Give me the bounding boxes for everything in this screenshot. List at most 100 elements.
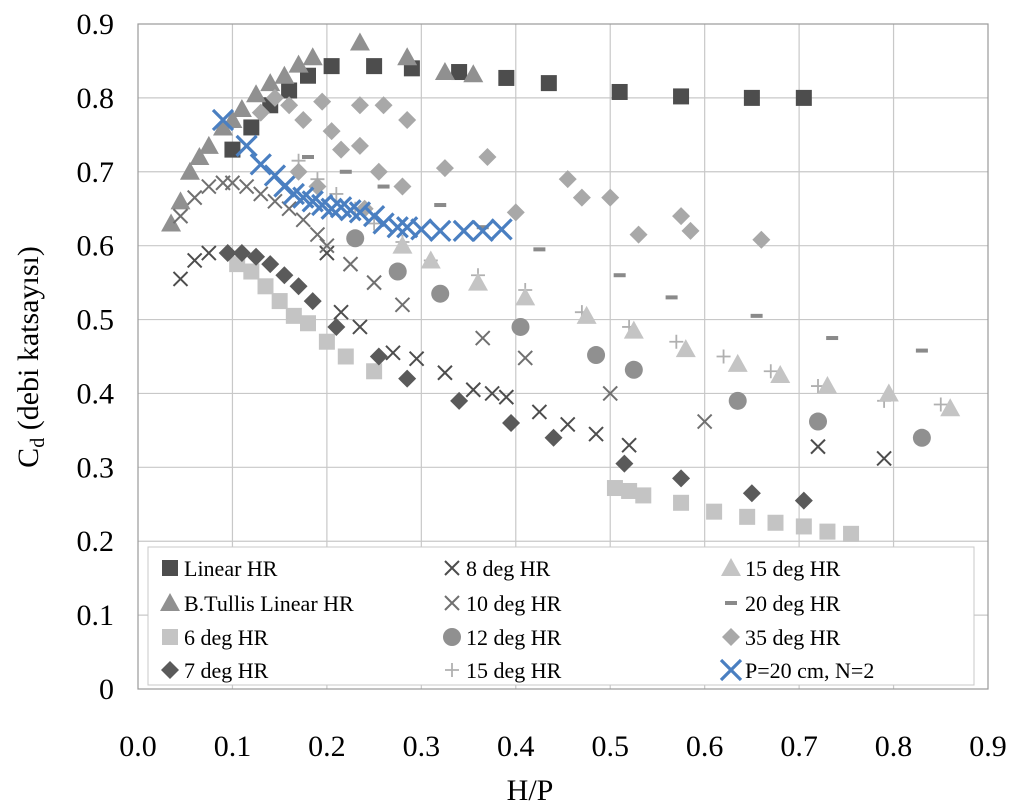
- y-tick-label: 0.7: [77, 156, 115, 189]
- data-point: [506, 203, 525, 222]
- data-point: [392, 235, 413, 254]
- data-point: [367, 216, 382, 231]
- data-point: [463, 64, 484, 83]
- series-7: [291, 153, 948, 412]
- data-point: [280, 96, 299, 115]
- data-point: [172, 208, 189, 224]
- x-tick-label: 0.4: [497, 730, 535, 763]
- data-point: [434, 203, 447, 208]
- data-point: [767, 514, 784, 531]
- data-point: [303, 292, 322, 311]
- x-tick-label: 0.2: [308, 730, 346, 763]
- data-point: [540, 75, 557, 92]
- data-point: [819, 523, 836, 540]
- data-point: [716, 349, 731, 364]
- x-tick-label: 0.3: [403, 730, 441, 763]
- series-3: [218, 244, 813, 510]
- data-point: [295, 212, 311, 228]
- data-point: [706, 503, 723, 520]
- legend-label: 20 deg HR: [745, 591, 841, 616]
- data-point: [329, 186, 344, 201]
- x-tick-label: 0.7: [780, 730, 818, 763]
- y-tick-label: 0: [99, 673, 114, 706]
- y-tick-labels: 0 0.1 0.2 0.3 0.4 0.5 0.6 0.7 0.8 0.9: [77, 8, 115, 706]
- data-point: [211, 108, 235, 132]
- data-points: [161, 32, 961, 542]
- data-point: [281, 82, 298, 99]
- data-point: [912, 428, 931, 447]
- data-point: [750, 313, 763, 318]
- data-point: [672, 469, 691, 488]
- data-point: [243, 119, 260, 136]
- data-point: [224, 175, 241, 191]
- data-point: [558, 170, 577, 189]
- data-point: [876, 450, 892, 467]
- data-point: [352, 319, 368, 335]
- data-point: [265, 88, 284, 107]
- legend-label: P=20 cm, N=2: [745, 658, 874, 683]
- series-1: [161, 32, 484, 232]
- data-point: [394, 297, 411, 313]
- legend-marker: [445, 663, 459, 677]
- data-point: [319, 245, 335, 261]
- x-tick-label: 0.9: [969, 730, 1007, 763]
- data-point: [386, 216, 409, 239]
- data-point: [602, 385, 618, 402]
- data-point: [728, 391, 747, 410]
- data-point: [629, 225, 648, 244]
- data-point: [247, 247, 266, 266]
- legend-label: 6 deg HR: [184, 625, 269, 650]
- data-point: [673, 494, 690, 511]
- y-tick-label: 0.5: [77, 304, 115, 337]
- data-point: [478, 148, 497, 166]
- data-point: [434, 62, 455, 81]
- data-point: [332, 140, 351, 159]
- data-point: [611, 83, 628, 100]
- data-point: [302, 155, 314, 159]
- y-axis-title-rest: (debi katsayısı): [12, 246, 45, 438]
- data-point: [572, 188, 591, 207]
- data-point: [763, 364, 778, 379]
- legend-label: 35 deg HR: [745, 625, 841, 650]
- data-point: [366, 363, 383, 380]
- data-point: [624, 360, 643, 379]
- data-point: [742, 484, 761, 503]
- series-5: [172, 175, 713, 430]
- data-point: [817, 376, 838, 395]
- data-point: [369, 347, 388, 366]
- data-point: [826, 336, 839, 341]
- data-point: [179, 161, 200, 180]
- data-point: [257, 278, 274, 295]
- x-tick-labels: 0.0 0.1 0.2 0.3 0.4 0.5 0.6 0.7 0.8 0.9: [119, 730, 1007, 763]
- data-point: [238, 178, 255, 195]
- series-9: [302, 155, 928, 353]
- data-point: [388, 262, 407, 281]
- y-tick-label: 0.8: [77, 82, 115, 115]
- data-point: [172, 271, 189, 287]
- legend-label: 15 deg HR: [466, 658, 562, 683]
- data-point: [342, 256, 359, 272]
- data-point: [739, 508, 756, 525]
- data-point: [498, 69, 515, 86]
- legend-marker: [722, 628, 740, 646]
- data-point: [246, 84, 267, 103]
- data-point: [189, 147, 210, 165]
- data-point: [615, 454, 634, 473]
- legend-marker: [444, 595, 460, 611]
- series-11: [211, 108, 513, 243]
- data-point: [752, 230, 771, 249]
- data-point: [398, 111, 417, 130]
- legend-marker: [162, 560, 178, 576]
- data-point: [544, 428, 563, 447]
- y-tick-label: 0.4: [77, 377, 115, 410]
- data-point: [313, 92, 332, 111]
- data-point: [366, 274, 382, 291]
- data-point: [393, 177, 412, 196]
- data-point: [933, 397, 948, 412]
- data-point: [410, 218, 433, 241]
- x-tick-label: 0.1: [214, 730, 252, 763]
- data-point: [511, 317, 530, 336]
- data-point: [327, 317, 346, 336]
- data-point: [350, 136, 369, 155]
- legend-label: 15 deg HR: [745, 556, 841, 581]
